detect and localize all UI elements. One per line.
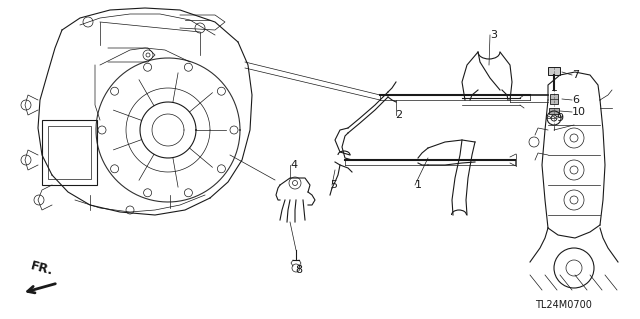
Text: 5: 5 (330, 180, 337, 190)
Text: 1: 1 (415, 180, 422, 190)
Text: 4: 4 (290, 160, 297, 170)
Text: 10: 10 (572, 107, 586, 117)
Bar (548, 67, 560, 75)
Text: 7: 7 (572, 70, 579, 80)
Text: 6: 6 (572, 95, 579, 105)
Text: 9: 9 (556, 113, 563, 123)
Text: 8: 8 (295, 265, 302, 275)
Text: FR.: FR. (29, 259, 55, 278)
Text: TL24M0700: TL24M0700 (535, 300, 592, 310)
Bar (550, 94, 558, 104)
Bar (42, 120, 97, 185)
Text: 3: 3 (490, 30, 497, 40)
Bar (48, 126, 91, 179)
Text: 2: 2 (395, 110, 402, 120)
Bar (549, 108, 559, 114)
